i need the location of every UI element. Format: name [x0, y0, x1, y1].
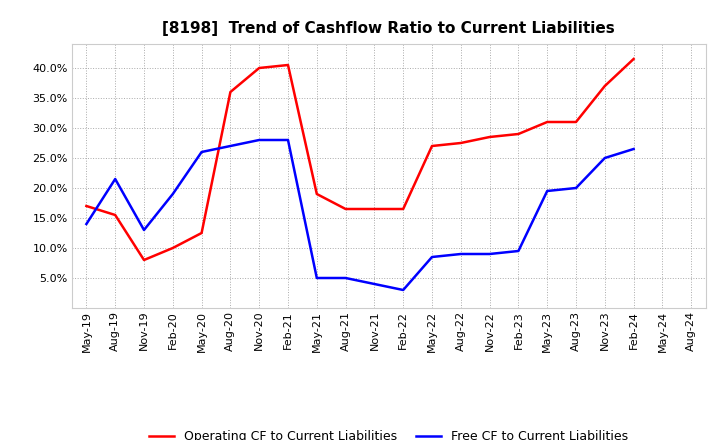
Free CF to Current Liabilities [370, 281, 379, 286]
Operating CF to Current Liabilities [226, 89, 235, 95]
Line: Operating CF to Current Liabilities: Operating CF to Current Liabilities [86, 59, 634, 260]
Free CF to Current Liabilities [485, 251, 494, 257]
Operating CF to Current Liabilities [140, 257, 148, 263]
Operating CF to Current Liabilities [600, 83, 609, 88]
Operating CF to Current Liabilities [168, 246, 177, 251]
Free CF to Current Liabilities [226, 143, 235, 149]
Free CF to Current Liabilities [543, 188, 552, 194]
Free CF to Current Liabilities [399, 287, 408, 293]
Free CF to Current Liabilities [140, 227, 148, 233]
Operating CF to Current Liabilities [370, 206, 379, 212]
Operating CF to Current Liabilities [572, 119, 580, 125]
Operating CF to Current Liabilities [456, 140, 465, 146]
Title: [8198]  Trend of Cashflow Ratio to Current Liabilities: [8198] Trend of Cashflow Ratio to Curren… [163, 21, 615, 36]
Free CF to Current Liabilities [82, 221, 91, 227]
Free CF to Current Liabilities [111, 176, 120, 182]
Operating CF to Current Liabilities [111, 213, 120, 218]
Free CF to Current Liabilities [629, 147, 638, 152]
Free CF to Current Liabilities [168, 191, 177, 197]
Free CF to Current Liabilities [341, 275, 350, 281]
Operating CF to Current Liabilities [485, 134, 494, 139]
Operating CF to Current Liabilities [284, 62, 292, 68]
Operating CF to Current Liabilities [82, 203, 91, 209]
Free CF to Current Liabilities [572, 185, 580, 191]
Line: Free CF to Current Liabilities: Free CF to Current Liabilities [86, 140, 634, 290]
Free CF to Current Liabilities [514, 248, 523, 253]
Free CF to Current Liabilities [428, 254, 436, 260]
Operating CF to Current Liabilities [428, 143, 436, 149]
Operating CF to Current Liabilities [312, 191, 321, 197]
Operating CF to Current Liabilities [514, 132, 523, 137]
Legend: Operating CF to Current Liabilities, Free CF to Current Liabilities: Operating CF to Current Liabilities, Fre… [144, 425, 634, 440]
Free CF to Current Liabilities [255, 137, 264, 143]
Free CF to Current Liabilities [456, 251, 465, 257]
Free CF to Current Liabilities [312, 275, 321, 281]
Free CF to Current Liabilities [197, 149, 206, 154]
Free CF to Current Liabilities [284, 137, 292, 143]
Free CF to Current Liabilities [600, 155, 609, 161]
Operating CF to Current Liabilities [629, 56, 638, 62]
Operating CF to Current Liabilities [399, 206, 408, 212]
Operating CF to Current Liabilities [255, 66, 264, 71]
Operating CF to Current Liabilities [341, 206, 350, 212]
Operating CF to Current Liabilities [197, 231, 206, 236]
Operating CF to Current Liabilities [543, 119, 552, 125]
